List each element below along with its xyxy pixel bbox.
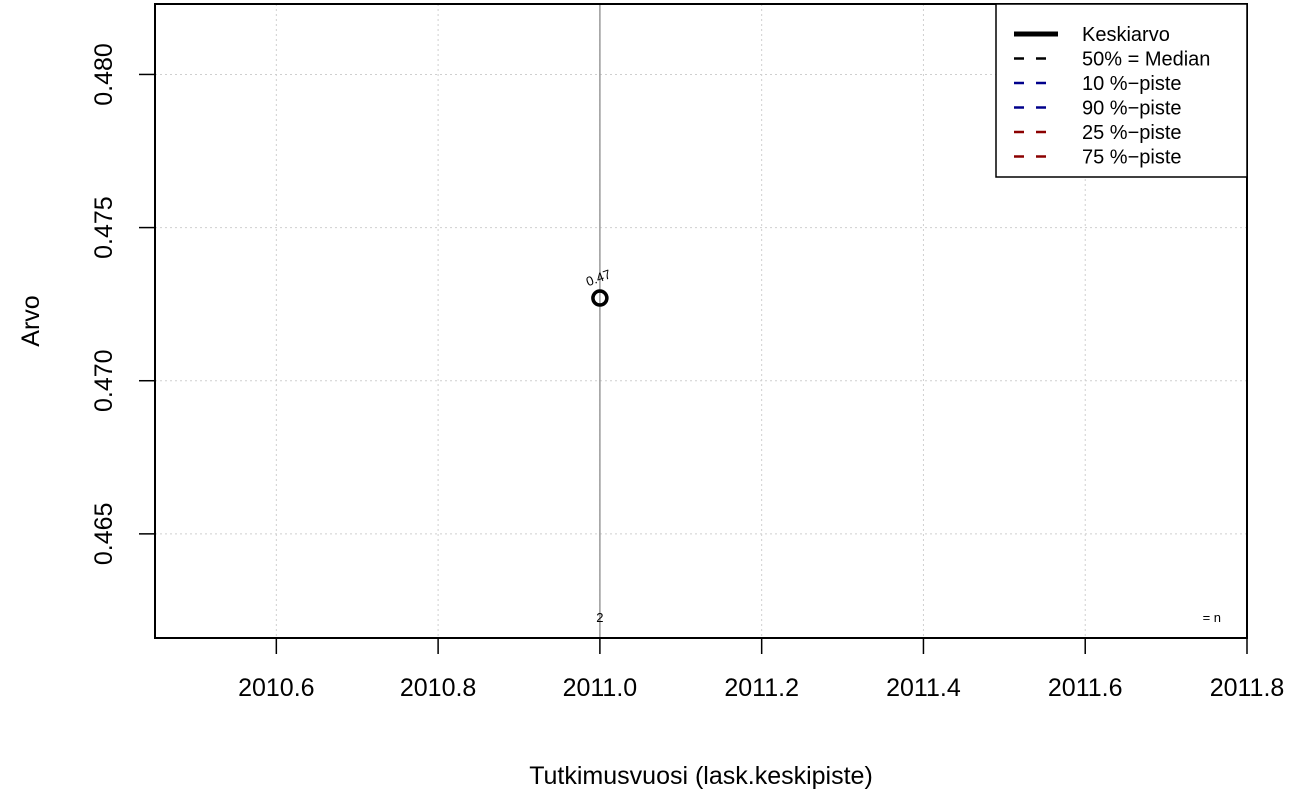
x-tick-label: 2011.6 — [1048, 674, 1123, 702]
legend-label: Keskiarvo — [1082, 24, 1170, 46]
plot-frame — [154, 3, 1248, 639]
x-tick-label: 2010.6 — [238, 674, 314, 702]
legend-label: 10 %−piste — [1082, 73, 1182, 95]
legend-label: 90 %−piste — [1082, 98, 1182, 120]
n-label: = n — [1203, 610, 1221, 625]
x-tick-label: 2011.4 — [886, 674, 961, 702]
x-tick-label: 2011.8 — [1210, 674, 1285, 702]
x-tick-label: 2011.2 — [724, 674, 799, 702]
data-points: 0.47 2 — [584, 266, 613, 625]
data-point — [591, 289, 609, 307]
y-tick-label: 0.465 — [90, 503, 118, 566]
y-axis: 0.465 0.470 0.475 0.480 — [90, 43, 156, 566]
y-axis-title: Arvo — [17, 295, 45, 346]
x-tick-label: 2011.0 — [563, 674, 638, 702]
legend-label: 25 %−piste — [1082, 122, 1182, 144]
y-tick-label: 0.475 — [90, 196, 118, 259]
legend-label: 75 %−piste — [1082, 147, 1182, 169]
x-tick-label: 2010.8 — [400, 674, 476, 702]
y-tick-label: 0.470 — [90, 349, 118, 412]
x-axis-title: Tutkimusvuosi (lask.keskipiste) — [529, 762, 873, 790]
n-value-label: 2 — [596, 610, 603, 625]
x-axis: 2010.6 2010.8 2011.0 2011.2 2011.4 2011.6 2011… — [238, 637, 1285, 702]
y-tick-label: 0.480 — [90, 43, 118, 106]
legend-label: 50% = Median — [1082, 49, 1210, 71]
data-point-label: 0.47 — [584, 266, 613, 289]
